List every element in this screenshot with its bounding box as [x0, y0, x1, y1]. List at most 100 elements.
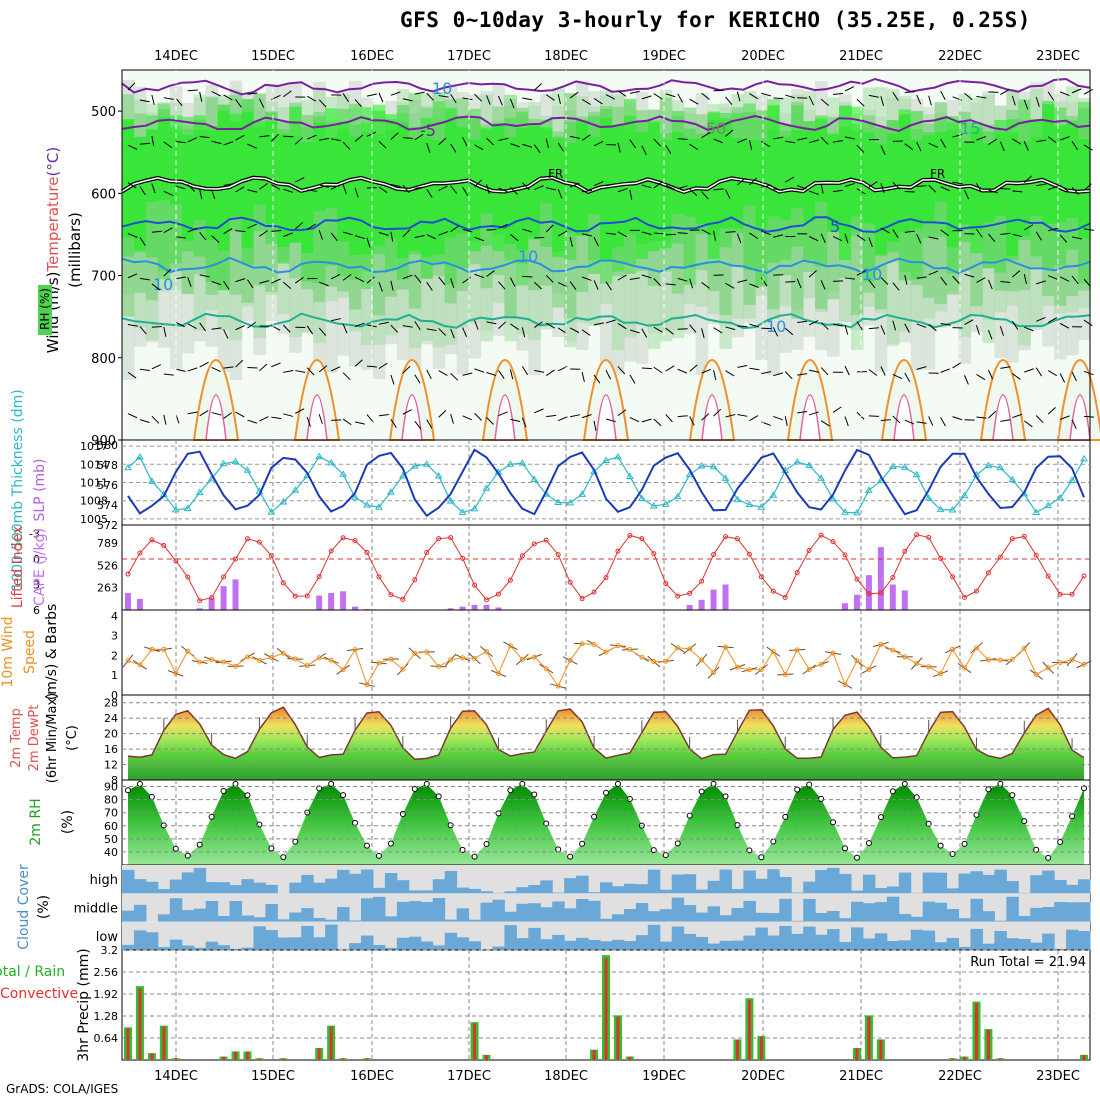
rh-marker: [1033, 846, 1040, 853]
wind-barb: [1023, 175, 1032, 184]
thickness-marker: [924, 494, 933, 501]
wind-barb: [271, 278, 281, 284]
wind-barb: [844, 233, 849, 244]
wind-barb: [736, 91, 741, 102]
wind-barb: [390, 280, 394, 291]
thickness-marker: [960, 491, 969, 499]
isotherm-label: FR: [930, 167, 945, 181]
wind-barb: [127, 324, 138, 327]
wind-barb: [175, 97, 183, 107]
wind-barb: [557, 188, 563, 199]
wind-barb: [904, 274, 908, 285]
li-marker: [388, 592, 394, 598]
cloud-bar: [755, 878, 768, 894]
cloud-bar: [683, 933, 697, 950]
wind-marker: [424, 649, 430, 655]
wind-barb: [928, 95, 932, 106]
wind-barb: [832, 189, 844, 193]
cloud-bar: [635, 935, 649, 950]
thickness-marker: [649, 501, 658, 509]
rh-marker: [423, 780, 430, 787]
top-date-label: 20DEC: [741, 49, 785, 64]
isotherm-line: [121, 216, 1091, 234]
cloud-bar: [707, 943, 721, 950]
pressure-tick-label: 800: [91, 352, 116, 367]
cape-bar: [842, 603, 849, 610]
wind-marker: [268, 655, 274, 661]
thickness-marker: [410, 462, 419, 469]
wind-barb: [534, 408, 544, 414]
bottom-date-label: 17DEC: [447, 1069, 491, 1084]
li-marker: [1009, 536, 1015, 542]
rh-band-cell: [815, 118, 828, 202]
rh-marker: [579, 840, 586, 847]
li-tick-label: -3: [29, 528, 40, 541]
wind-barb: [307, 134, 317, 140]
isotherm-line: [121, 256, 1091, 275]
wind-barb: [247, 223, 257, 229]
wind-marker: [806, 667, 812, 673]
thickness-marker: [219, 459, 228, 467]
li-marker: [125, 571, 131, 577]
wind-barb: [844, 136, 855, 140]
wind-barb: [856, 144, 865, 153]
wind-barb: [940, 229, 949, 237]
wind-barb: [1059, 184, 1069, 192]
wind-marker: [782, 672, 788, 678]
wind-barb: [223, 280, 230, 290]
wind-barb: [306, 325, 314, 335]
pressure-tick-label: 900: [91, 434, 116, 449]
wind-barb: [964, 189, 970, 200]
rh-units: (%): [60, 810, 76, 834]
rh-band-cell: [432, 140, 446, 255]
rh-marker: [328, 780, 335, 787]
wind-barb: [498, 137, 509, 142]
wind-barb: [139, 368, 150, 371]
rh-marker: [686, 812, 693, 819]
wind-barb: [570, 414, 581, 418]
wind-barb: [593, 322, 604, 326]
wind-barb: [653, 181, 663, 189]
wind-barb: [809, 411, 819, 416]
cloud-bar: [862, 903, 876, 922]
cloud-bar: [552, 934, 565, 950]
wind-barb: [330, 273, 341, 280]
cloud-bar: [420, 941, 434, 950]
thickness-marker: [865, 486, 873, 493]
wind-barb: [378, 186, 388, 194]
wind-marker: [997, 657, 1003, 663]
precip-convective-bar: [951, 1058, 955, 1060]
li-marker: [866, 591, 872, 597]
wind-barb: [1011, 95, 1016, 106]
cloud-bar: [1078, 931, 1091, 950]
wind-marker: [221, 659, 227, 665]
cloud-bar: [695, 936, 709, 950]
wind-barb: [426, 328, 437, 332]
rh-band-cell: [313, 122, 326, 212]
cloud-bar: [229, 900, 243, 922]
wind-barb: [330, 232, 338, 242]
wind-barb: [163, 268, 172, 277]
cloud-bar: [325, 878, 338, 894]
cloud-bar: [217, 915, 231, 922]
cloud-bar: [337, 869, 350, 894]
surface-plume-inner: [401, 394, 423, 441]
wind-barb: [295, 177, 305, 183]
temperature-line: [127, 706, 1085, 761]
li-marker: [221, 574, 227, 580]
cloud-bar: [408, 936, 422, 950]
wind-barb: [797, 320, 808, 323]
cloud-bar: [193, 867, 207, 894]
rh-marker: [1045, 854, 1052, 861]
slp-tick-label: 1005: [80, 513, 108, 526]
wind-barb: [868, 369, 878, 376]
rh-marker: [937, 842, 944, 849]
wind-barb: [868, 94, 879, 98]
run-total-label: Run Total = 21.94: [970, 955, 1086, 970]
rh-band-cell: [492, 123, 506, 252]
li-ylabel: Lifted Index: [10, 526, 26, 608]
cape-ylabel: CAPE (J/kg): [32, 528, 48, 606]
wind-marker: [137, 662, 143, 668]
wind-barb: [844, 86, 855, 92]
wind-barb: [916, 366, 927, 370]
